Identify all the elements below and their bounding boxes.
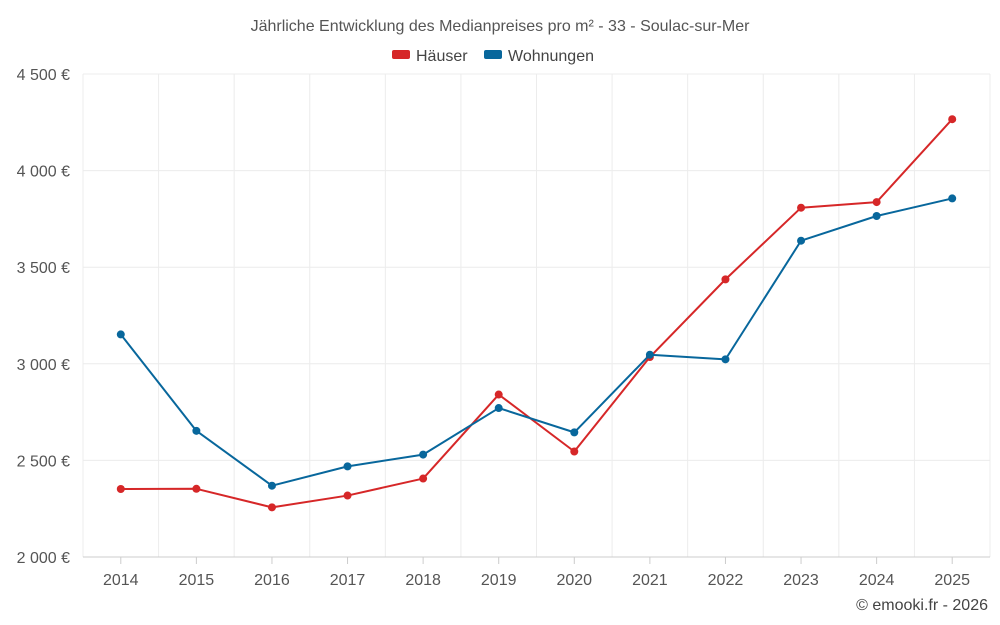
data-point-wohnungen[interactable] — [343, 462, 352, 471]
x-tick-label: 2015 — [179, 572, 215, 589]
x-tick-label: 2025 — [934, 572, 970, 589]
series-line-wohnungen — [120, 197, 953, 487]
data-point-wohnungen[interactable] — [116, 330, 125, 339]
x-tick-label: 2024 — [859, 572, 895, 589]
data-point-haeuser[interactable] — [948, 115, 957, 124]
x-tick-label: 2014 — [103, 572, 139, 589]
data-point-haeuser[interactable] — [494, 390, 503, 399]
x-tick-label: 2022 — [708, 572, 744, 589]
data-point-haeuser[interactable] — [570, 447, 579, 456]
data-point-haeuser[interactable] — [419, 474, 428, 483]
data-point-haeuser[interactable] — [267, 503, 276, 512]
x-tick-label: 2021 — [632, 572, 668, 589]
legend-item-wohnungen[interactable]: Wohnungen — [484, 48, 594, 65]
credit-text[interactable]: © emooki.fr - 2026 — [856, 597, 988, 614]
legend-label-wohnungen: Wohnungen — [508, 48, 594, 65]
legend-label-haeuser: Häuser — [416, 48, 468, 65]
x-tick-label: 2023 — [783, 572, 819, 589]
data-point-wohnungen[interactable] — [419, 450, 428, 459]
data-point-wohnungen[interactable] — [645, 350, 654, 359]
axes: 2 000 € 2 500 € 3 000 € 3 500 € 4 000 € 4 500… — [17, 67, 990, 589]
legend-swatch-haeuser — [392, 50, 410, 59]
data-point-haeuser[interactable] — [797, 203, 806, 212]
y-tick-label: 3 000 € — [17, 357, 70, 374]
data-point-haeuser[interactable] — [872, 198, 881, 207]
x-tick-label: 2018 — [405, 572, 441, 589]
legend-item-haeuser[interactable]: Häuser — [392, 48, 468, 65]
data-point-haeuser[interactable] — [721, 275, 730, 284]
y-tick-label: 2 000 € — [17, 550, 70, 567]
series-line-haeuser — [120, 118, 953, 509]
data-point-wohnungen[interactable] — [948, 194, 957, 203]
y-tick-label: 2 500 € — [17, 453, 70, 470]
legend: Häuser Wohnungen — [392, 48, 594, 65]
data-point-haeuser[interactable] — [192, 484, 201, 493]
y-tick-label: 4 500 € — [17, 67, 70, 84]
series-group — [116, 115, 957, 512]
data-point-wohnungen[interactable] — [267, 481, 276, 490]
y-tick-label: 4 000 € — [17, 164, 70, 181]
x-tick-label: 2017 — [330, 572, 366, 589]
data-point-wohnungen[interactable] — [721, 355, 730, 364]
x-tick-label: 2020 — [556, 572, 592, 589]
data-point-wohnungen[interactable] — [570, 428, 579, 437]
chart-title: Jährliche Entwicklung des Medianpreises … — [251, 18, 751, 35]
x-tick-label: 2019 — [481, 572, 517, 589]
data-point-wohnungen[interactable] — [192, 426, 201, 435]
data-point-wohnungen[interactable] — [872, 212, 881, 221]
data-point-haeuser[interactable] — [343, 491, 352, 500]
data-point-haeuser[interactable] — [116, 484, 125, 493]
y-tick-label: 3 500 € — [17, 260, 70, 277]
grid-lines — [82, 73, 991, 558]
data-point-wohnungen[interactable] — [797, 236, 806, 245]
legend-swatch-wohnungen — [484, 50, 502, 59]
data-point-wohnungen[interactable] — [494, 404, 503, 413]
x-tick-label: 2016 — [254, 572, 290, 589]
